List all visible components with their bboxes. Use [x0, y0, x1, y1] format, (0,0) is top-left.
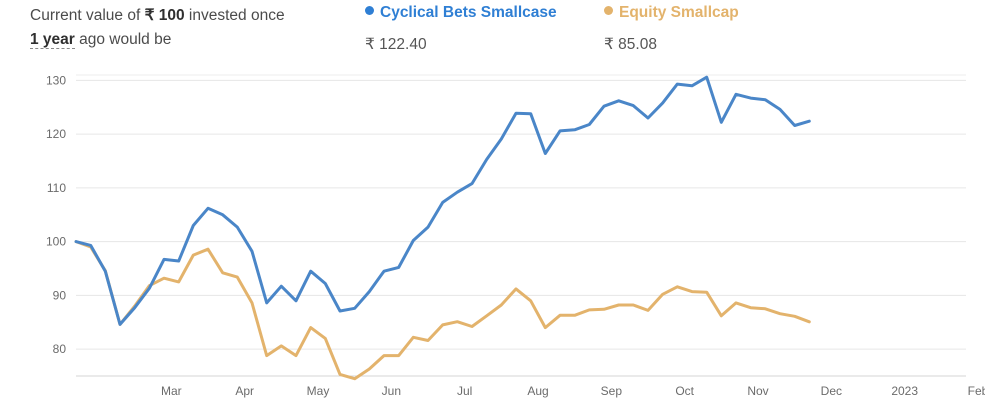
y-tick-label: 90: [53, 288, 67, 302]
legend-dot-icon: [604, 6, 613, 15]
y-tick-label: 110: [47, 181, 66, 195]
chart-header: Current value of ₹ 100 invested once 1 y…: [0, 0, 985, 60]
y-tick-label: 100: [46, 235, 66, 249]
x-tick-label: 2023: [891, 384, 918, 398]
series-line-0[interactable]: [74, 75, 811, 326]
y-axis: 80 90 100 110 120 130: [46, 73, 66, 356]
legend-cyclical-bets: Cyclical Bets Smallcase ₹ 122.40: [365, 4, 557, 54]
legend-name: Cyclical Bets Smallcase: [365, 4, 557, 22]
x-tick-label: Apr: [235, 384, 254, 398]
invested-amount: ₹ 100: [144, 7, 185, 24]
intro-mid: invested once: [184, 7, 285, 24]
y-tick-label: 130: [46, 73, 66, 87]
x-tick-label: Nov: [747, 384, 768, 398]
y-tick-label: 80: [53, 342, 67, 356]
x-tick-label: Dec: [821, 384, 842, 398]
intro-suffix: ago would be: [74, 31, 172, 48]
x-tick-label: May: [307, 384, 330, 398]
x-tick-label: Mar: [161, 384, 182, 398]
x-axis: Mar Apr May Jun Jul Aug Sep Oct Nov Dec 2023 Feb: [76, 375, 985, 398]
intro-line-2: 1 year ago would be: [30, 28, 285, 52]
x-tick-label: Sep: [601, 384, 623, 398]
legend-name: Equity Smallcap: [604, 4, 739, 22]
intro-prefix: Current value of: [30, 7, 145, 24]
intro-line-1: Current value of ₹ 100 invested once: [30, 4, 285, 28]
x-tick-label: Jul: [457, 384, 472, 398]
x-tick-label: Jun: [382, 384, 401, 398]
legend-equity-smallcap: Equity Smallcap ₹ 85.08: [604, 4, 739, 54]
x-tick-label: Aug: [527, 384, 548, 398]
series-line-1[interactable]: [74, 240, 811, 381]
x-tick-label: Feb: [968, 384, 985, 398]
gridlines: [76, 74, 966, 350]
series-current-value: ₹ 122.40: [365, 36, 427, 53]
series-group: [74, 75, 811, 381]
legend-dot-icon: [365, 6, 374, 15]
x-tick-label: Oct: [675, 384, 694, 398]
series-name: Cyclical Bets Smallcase: [380, 4, 557, 21]
period-selector[interactable]: 1 year: [30, 31, 75, 49]
series-current-value: ₹ 85.08: [604, 36, 657, 53]
series-name: Equity Smallcap: [619, 4, 739, 21]
intro-text: Current value of ₹ 100 invested once 1 y…: [30, 4, 285, 52]
y-tick-label: 120: [46, 127, 66, 141]
